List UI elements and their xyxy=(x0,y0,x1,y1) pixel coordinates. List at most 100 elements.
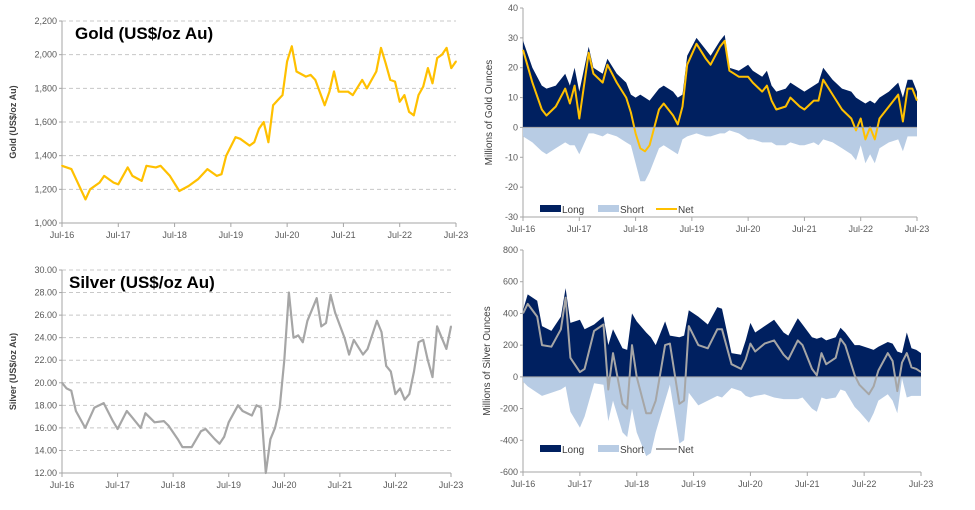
data-point xyxy=(213,438,216,441)
y-tick-label: 1,200 xyxy=(34,184,57,194)
data-point xyxy=(154,166,157,169)
data-point xyxy=(361,79,364,81)
x-tick-label: Jul-19 xyxy=(680,224,705,234)
data-point xyxy=(413,370,415,373)
data-point xyxy=(130,415,133,418)
net-line xyxy=(522,296,922,415)
legend-swatch-short xyxy=(598,445,619,452)
legend-label-net: Net xyxy=(678,205,694,216)
y-tick-label: 2,200 xyxy=(34,16,57,26)
x-tick-label: Jul-22 xyxy=(848,224,873,234)
data-point xyxy=(290,45,293,48)
y-axis-title: Gold (US$/oz Au) xyxy=(8,85,18,158)
data-point xyxy=(215,174,218,177)
data-point xyxy=(445,47,448,49)
data-point xyxy=(314,79,317,81)
y-tick-label: 10 xyxy=(508,93,518,103)
x-tick-label: Jul-23 xyxy=(439,480,464,490)
data-point xyxy=(320,325,323,328)
data-point xyxy=(234,136,237,139)
data-point xyxy=(262,121,265,123)
data-point xyxy=(441,53,443,56)
data-point xyxy=(305,75,307,78)
data-point xyxy=(329,293,332,296)
data-point xyxy=(218,442,221,445)
data-point xyxy=(162,420,165,423)
data-point xyxy=(375,70,378,73)
x-tick-label: Jul-21 xyxy=(328,480,353,490)
y-tick-label: 200 xyxy=(503,340,518,350)
data-point xyxy=(167,424,170,427)
chart-0: 1,000 1,200 1,400 1,600 1,800 2,000 2,200 Jul-1… xyxy=(8,16,468,240)
data-point xyxy=(376,319,378,322)
data-point xyxy=(181,446,184,448)
short-area xyxy=(523,376,921,457)
y-tick-label: 22.00 xyxy=(34,355,57,365)
data-point xyxy=(237,404,239,407)
data-point xyxy=(74,410,77,412)
data-point xyxy=(394,80,396,83)
y-tick-label: 2,000 xyxy=(34,50,57,60)
data-point xyxy=(274,426,276,429)
data-point xyxy=(272,104,274,107)
data-point xyxy=(315,297,318,300)
data-point xyxy=(412,114,415,117)
x-tick-label: Jul-22 xyxy=(387,230,412,240)
data-point xyxy=(117,183,120,186)
data-point xyxy=(61,164,63,167)
data-point xyxy=(348,353,351,356)
data-point xyxy=(333,70,335,73)
data-point xyxy=(431,82,434,85)
x-tick-label: Jul-20 xyxy=(736,224,761,234)
x-tick-label: Jul-20 xyxy=(738,479,763,489)
legend-swatch-short xyxy=(598,205,619,212)
data-point xyxy=(190,446,193,448)
data-point xyxy=(116,428,119,430)
data-point xyxy=(239,137,242,140)
y-tick-label: 20 xyxy=(508,63,518,73)
chart-2: 12.00 14.00 16.00 18.00 20.00 22.00 24.00 26.00… xyxy=(8,265,463,490)
data-point xyxy=(103,174,106,177)
data-point xyxy=(309,73,312,76)
data-point xyxy=(408,111,410,113)
y-tick-label: -400 xyxy=(500,435,518,445)
data-point xyxy=(269,438,272,441)
data-point xyxy=(93,406,96,409)
y-tick-label: 18.00 xyxy=(34,400,57,410)
data-point xyxy=(394,393,397,395)
legend-label-long: Long xyxy=(562,445,584,456)
y-tick-label: 0 xyxy=(513,372,518,382)
gold-price-chart-title: Gold (US$/oz Au) xyxy=(75,24,214,43)
x-tick-label: Jul-17 xyxy=(567,224,592,234)
data-point xyxy=(292,336,295,339)
data-point xyxy=(258,127,260,130)
y-axis-title: Millions of Silver Ounces xyxy=(482,306,493,415)
y-axis-title: Silver (US$/oz Au) xyxy=(8,333,18,410)
legend-label-short: Short xyxy=(620,205,644,216)
data-point xyxy=(328,90,331,93)
data-point xyxy=(112,420,114,423)
data-point xyxy=(102,402,105,404)
net-line xyxy=(522,39,918,153)
y-tick-label: -200 xyxy=(500,404,518,414)
data-point xyxy=(323,104,326,107)
data-point xyxy=(220,173,223,176)
data-point xyxy=(131,174,134,177)
y-tick-label: 14.00 xyxy=(34,445,57,455)
data-point xyxy=(206,168,209,171)
data-point xyxy=(403,398,406,401)
x-tick-label: Jul-16 xyxy=(511,224,536,234)
y-tick-label: 28.00 xyxy=(34,288,57,298)
data-point xyxy=(241,410,244,412)
x-tick-label: Jul-21 xyxy=(792,224,817,234)
legend-label-long: Long xyxy=(562,205,584,216)
y-tick-label: 1,800 xyxy=(34,83,57,93)
data-point xyxy=(253,141,256,144)
y-tick-label: 400 xyxy=(503,308,518,318)
y-tick-label: 30.00 xyxy=(34,265,57,275)
long-area xyxy=(523,34,917,128)
x-tick-label: Jul-18 xyxy=(623,224,648,234)
price-line xyxy=(61,45,457,201)
data-point xyxy=(159,164,162,167)
